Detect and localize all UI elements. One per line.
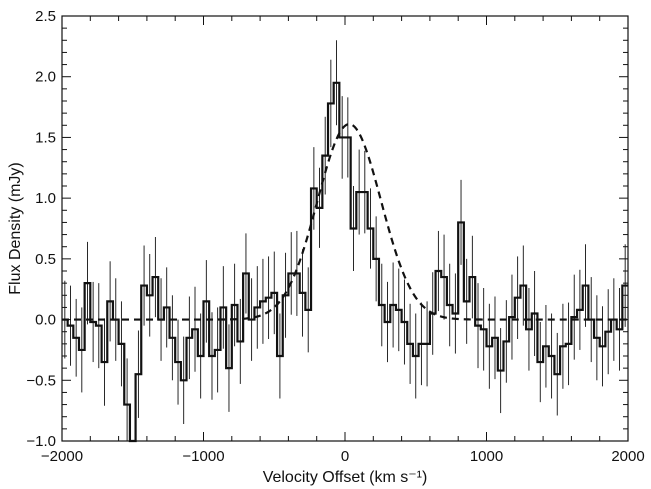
x-axis-title: Velocity Offset (km s⁻¹) bbox=[263, 469, 428, 486]
y-tick-label: 0.5 bbox=[35, 251, 56, 268]
x-tick-label: −1000 bbox=[182, 448, 224, 465]
axis-tick-labels: −2000 −1000 0 1000 2000 −1.0 −0.5 0.0 0.5 1.0 1.5 2… bbox=[26, 8, 644, 465]
y-tick-label: 0.0 bbox=[35, 312, 56, 329]
x-tick-label: 0 bbox=[341, 448, 349, 465]
error-bars bbox=[64, 40, 626, 441]
y-tick-label: 2.0 bbox=[35, 69, 56, 86]
x-tick-label: −2000 bbox=[41, 448, 83, 465]
flux-histogram-line bbox=[62, 81, 628, 443]
y-tick-label: 2.5 bbox=[35, 8, 56, 25]
axis-ticks bbox=[61, 15, 629, 442]
y-tick-label: 1.0 bbox=[35, 190, 56, 207]
x-tick-label: 2000 bbox=[611, 448, 644, 465]
y-tick-label: −1.0 bbox=[26, 433, 56, 450]
y-tick-label: −0.5 bbox=[26, 372, 56, 389]
plot-frame bbox=[61, 15, 629, 442]
y-axis-title: Flux Density (mJy) bbox=[7, 162, 24, 294]
x-tick-label: 1000 bbox=[470, 448, 503, 465]
y-tick-label: 1.5 bbox=[35, 129, 56, 146]
gaussian-fit-line bbox=[62, 122, 628, 321]
